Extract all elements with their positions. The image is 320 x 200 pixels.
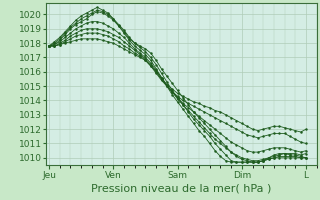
X-axis label: Pression niveau de la mer( hPa ): Pression niveau de la mer( hPa ) — [92, 184, 272, 194]
